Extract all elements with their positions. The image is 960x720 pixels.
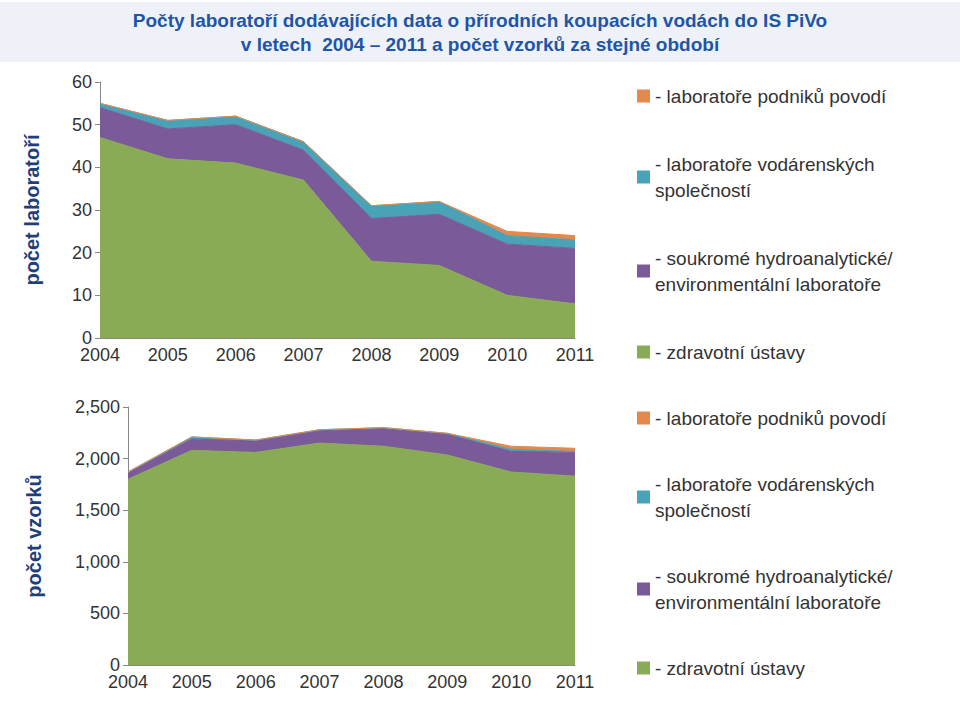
- svg-text:1,500: 1,500: [75, 500, 120, 520]
- svg-text:v letech 2004 – 2011 a počet: v letech 2004 – 2011 a počet vzorků za s…: [241, 34, 720, 55]
- svg-text:2007: 2007: [284, 345, 324, 365]
- svg-text:30: 30: [72, 200, 92, 220]
- svg-text:společností: společností: [655, 500, 752, 521]
- svg-text:- laboratoře vodárenských: - laboratoře vodárenských: [655, 474, 875, 495]
- svg-text:2011: 2011: [556, 672, 595, 692]
- svg-text:50: 50: [72, 115, 92, 135]
- svg-text:- soukromé hydroanalytické/: - soukromé hydroanalytické/: [655, 248, 893, 269]
- svg-text:2004: 2004: [108, 672, 148, 692]
- svg-text:počet laboratoří: počet laboratoří: [21, 133, 43, 286]
- svg-text:2,500: 2,500: [75, 397, 120, 417]
- svg-text:- zdravotní ústavy: - zdravotní ústavy: [655, 342, 805, 363]
- svg-text:2005: 2005: [172, 672, 212, 692]
- svg-text:2004: 2004: [80, 345, 120, 365]
- svg-text:- laboratoře podniků povodí: - laboratoře podniků povodí: [655, 86, 887, 107]
- svg-text:2006: 2006: [236, 672, 276, 692]
- svg-text:2009: 2009: [427, 672, 467, 692]
- svg-text:- soukromé hydroanalytické/: - soukromé hydroanalytické/: [655, 566, 893, 587]
- svg-text:0: 0: [82, 328, 92, 348]
- svg-text:2010: 2010: [491, 672, 531, 692]
- svg-text:- laboratoře vodárenských: - laboratoře vodárenských: [655, 154, 875, 175]
- svg-text:2005: 2005: [148, 345, 188, 365]
- svg-text:2011: 2011: [556, 345, 595, 365]
- svg-text:60: 60: [72, 72, 92, 92]
- svg-text:- zdravotní ústavy: - zdravotní ústavy: [655, 658, 805, 679]
- svg-text:1,000: 1,000: [75, 552, 120, 572]
- svg-text:2008: 2008: [351, 345, 391, 365]
- svg-text:počet vzorků: počet vzorků: [23, 474, 45, 597]
- svg-text:environmentální laboratoře: environmentální laboratoře: [655, 592, 881, 613]
- svg-text:2008: 2008: [363, 672, 403, 692]
- svg-text:2010: 2010: [487, 345, 527, 365]
- svg-text:40: 40: [72, 157, 92, 177]
- svg-text:20: 20: [72, 243, 92, 263]
- svg-text:10: 10: [72, 285, 92, 305]
- svg-text:společností: společností: [655, 180, 752, 201]
- svg-text:environmentální laboratoře: environmentální laboratoře: [655, 274, 881, 295]
- svg-text:2007: 2007: [300, 672, 340, 692]
- svg-text:2,000: 2,000: [75, 449, 120, 469]
- svg-text:2006: 2006: [216, 345, 256, 365]
- svg-text:Počty laboratoří dodávajících: Počty laboratoří dodávajících data o pří…: [133, 10, 827, 31]
- svg-text:2009: 2009: [419, 345, 459, 365]
- svg-text:- laboratoře podniků povodí: - laboratoře podniků povodí: [655, 408, 887, 429]
- svg-text:500: 500: [90, 603, 120, 623]
- svg-text:0: 0: [110, 655, 120, 675]
